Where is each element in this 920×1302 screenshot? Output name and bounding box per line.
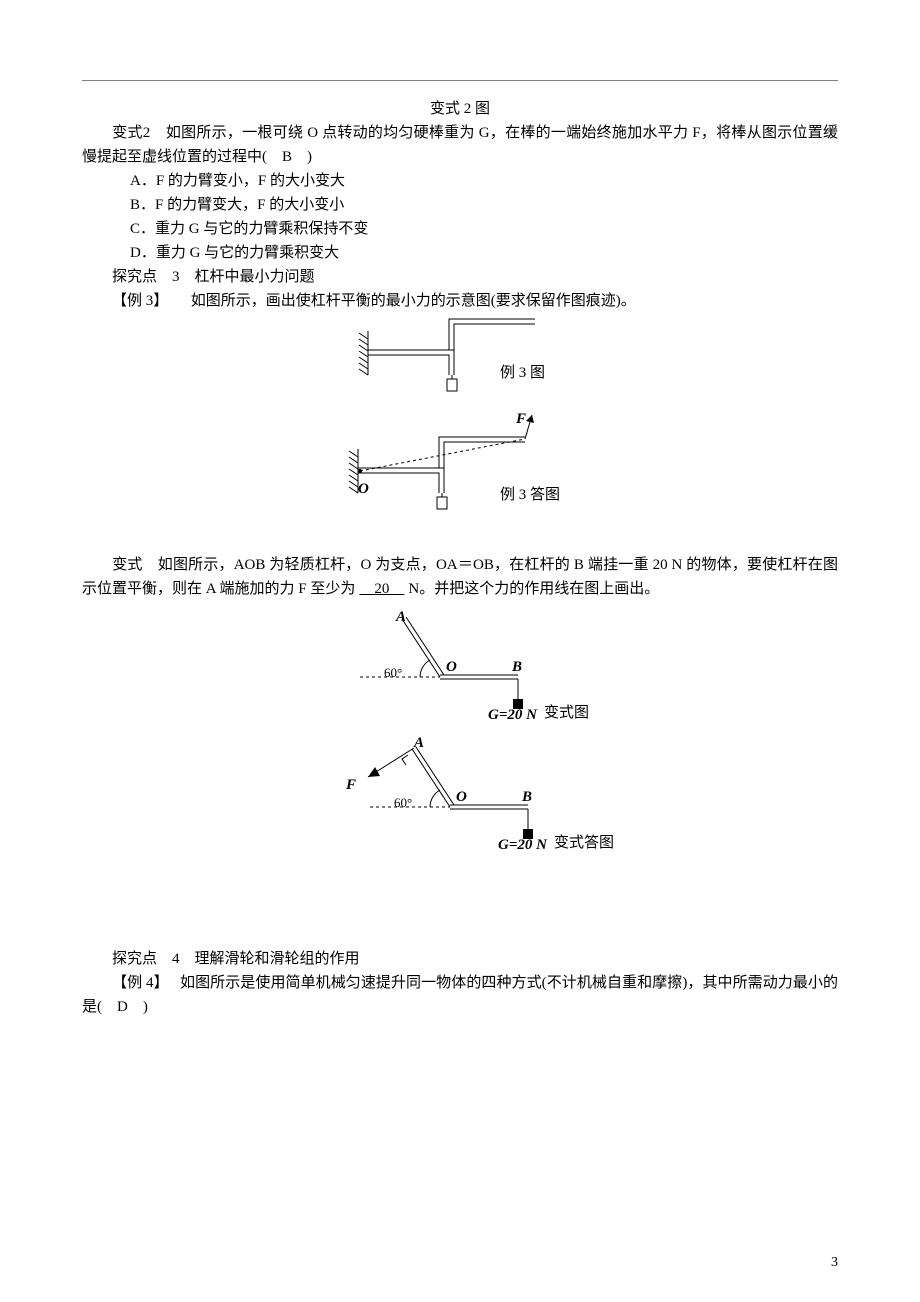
- variation3-question: 变式 如图所示，AOB 为轻质杠杆，O 为支点，OA＝OB，在杠杆的 B 端挂一…: [82, 553, 838, 601]
- example4-lead-text: 【例 4】 如图所示是使用简单机械匀速提升同一物体的四种方式(不计机械自重和摩擦…: [82, 975, 838, 1015]
- force-arrow-head: [368, 767, 380, 777]
- weight-box-icon: [447, 379, 457, 391]
- page-container: 变式 2 图 变式2 如图所示，一根可绕 O 点转动的均匀硬棒重为 G，在棒的一…: [0, 0, 920, 1302]
- pivot-label-o: O: [358, 477, 369, 501]
- variation3-lead-post: N。并把这个力的作用线在图上画出。: [408, 581, 659, 597]
- example3-figure2: F O 例 3 答图: [82, 407, 838, 517]
- example4-lead: 【例 4】 如图所示是使用简单机械匀速提升同一物体的四种方式(不计机械自重和摩擦…: [82, 971, 838, 1019]
- variation3-figure1: A O B 60° G=20 N 变式图: [82, 607, 838, 727]
- lever-lower: [368, 350, 454, 375]
- hatch-icon: [349, 449, 358, 493]
- hatch-icon: [359, 331, 368, 375]
- moment-arm-dash: [360, 439, 525, 471]
- lever-upper: [439, 437, 525, 468]
- option-d: D．重力 G 与它的力臂乘积变大: [130, 241, 838, 265]
- label-o: O: [446, 655, 457, 679]
- weight-label: G=20 N: [498, 833, 547, 857]
- angle-label: 60°: [384, 663, 402, 684]
- caption-variation2-top: 变式 2 图: [82, 97, 838, 121]
- ex3-fig2-caption: 例 3 答图: [500, 483, 560, 507]
- example3-lead: 【例 3】 如图所示，画出使杠杆平衡的最小力的示意图(要求保留作图痕迹)。: [82, 289, 838, 313]
- ex3-fig1-svg: [330, 313, 590, 403]
- angle-arc: [420, 660, 430, 677]
- option-a: A．F 的力臂变小，F 的大小变大: [130, 169, 838, 193]
- pivot-o-dot: [358, 469, 362, 473]
- force-label-f: F: [516, 407, 526, 431]
- topic4-heading: 探究点 4 理解滑轮和滑轮组的作用: [82, 947, 838, 971]
- vs3-fig1-caption: 变式图: [544, 701, 589, 725]
- lever-lower: [358, 468, 444, 493]
- option-b: B．F 的力臂变大，F 的大小变小: [130, 193, 838, 217]
- label-a: A: [396, 605, 406, 629]
- option-c: C．重力 G 与它的力臂乘积保持不变: [130, 217, 838, 241]
- variation3-answer-blank[interactable]: 20: [355, 581, 408, 597]
- label-b: B: [522, 785, 532, 809]
- label-b: B: [512, 655, 522, 679]
- force-arrow-head: [526, 415, 534, 423]
- page-number: 3: [831, 1252, 838, 1274]
- topic3-heading: 探究点 3 杠杆中最小力问题: [82, 265, 838, 289]
- label-a: A: [414, 731, 424, 755]
- vs3-fig2-caption: 变式答图: [554, 831, 614, 855]
- top-divider: [82, 80, 838, 81]
- ex3-fig1-caption: 例 3 图: [500, 361, 545, 385]
- label-o: O: [456, 785, 467, 809]
- variation3-figure2: A O B F 60° G=20 N 变式答图: [82, 727, 838, 857]
- weight-label: G=20 N: [488, 703, 537, 727]
- force-label-f: F: [346, 773, 356, 797]
- variation2-question: 变式2 如图所示，一根可绕 O 点转动的均匀硬棒重为 G，在棒的一端始终施加水平…: [82, 121, 838, 169]
- variation2-lead: 变式2 如图所示，一根可绕 O 点转动的均匀硬棒重为 G，在棒的一端始终施加水平…: [82, 125, 838, 165]
- lever-upper: [449, 319, 535, 350]
- right-angle-mark: [402, 755, 408, 765]
- weight-box-icon: [437, 497, 447, 509]
- example3-figure1: 例 3 图: [82, 313, 838, 403]
- angle-label: 60°: [394, 793, 412, 814]
